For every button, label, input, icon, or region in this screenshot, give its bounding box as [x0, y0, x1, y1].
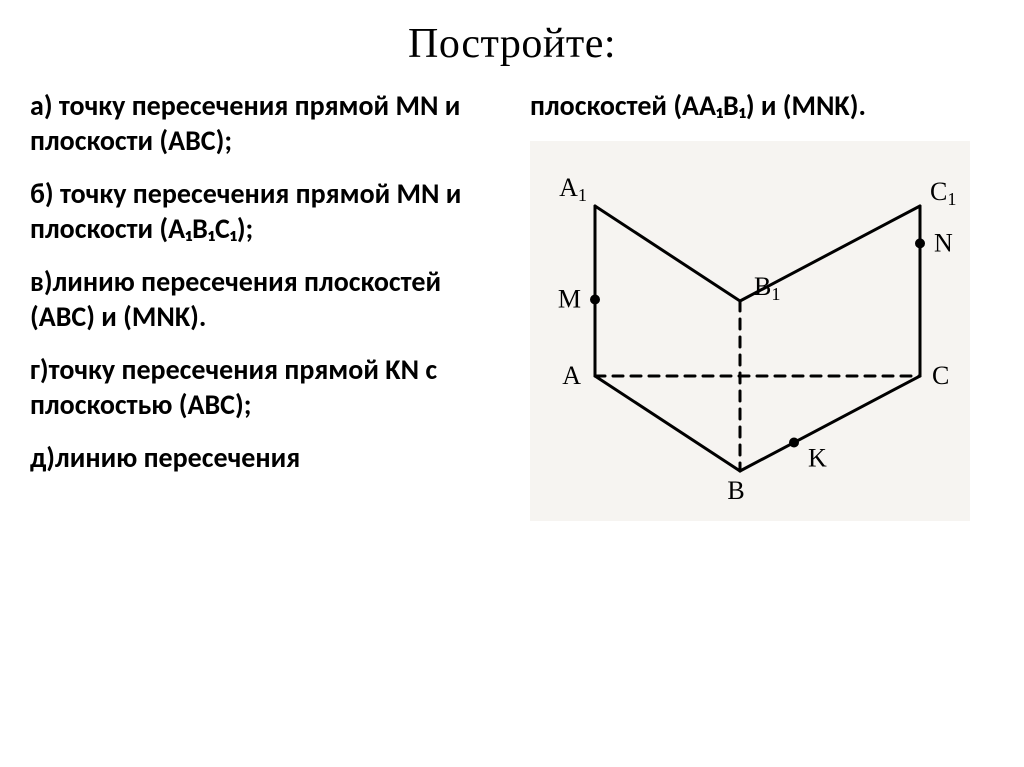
- right-column: плоскостей (AA₁B₁) и (MNK). A1C1B1ACBMNK: [530, 88, 994, 521]
- label-C: C: [932, 361, 949, 390]
- task-right: плоскостей (AA₁B₁) и (MNK).: [530, 88, 994, 123]
- diagram-container: A1C1B1ACBMNK: [530, 141, 994, 521]
- label-A: A: [562, 361, 581, 390]
- page-title: Постройте:: [30, 20, 994, 68]
- task-a: а) точку пересечения прямой MN и плоскос…: [30, 88, 510, 158]
- task-g: г)точку пересечения прямой KN с плоскост…: [30, 352, 510, 422]
- task-v: в)линию пересечения плоскостей (ABC) и (…: [30, 264, 510, 334]
- label-K: K: [808, 444, 827, 473]
- page: Постройте: а) точку пересечения прямой M…: [0, 0, 1024, 767]
- columns: а) точку пересечения прямой MN и плоскос…: [30, 88, 994, 521]
- point-M: [590, 295, 600, 305]
- label-M: M: [558, 285, 581, 314]
- task-d: д)линию пересечения: [30, 440, 510, 475]
- label-N: N: [934, 228, 953, 257]
- point-N: [915, 238, 925, 248]
- prism-diagram: A1C1B1ACBMNK: [530, 141, 970, 521]
- task-b: б) точку пересечения прямой MN и плоскос…: [30, 176, 510, 246]
- left-column: а) точку пересечения прямой MN и плоскос…: [30, 88, 510, 521]
- label-B: B: [727, 476, 744, 505]
- point-K: [789, 438, 799, 448]
